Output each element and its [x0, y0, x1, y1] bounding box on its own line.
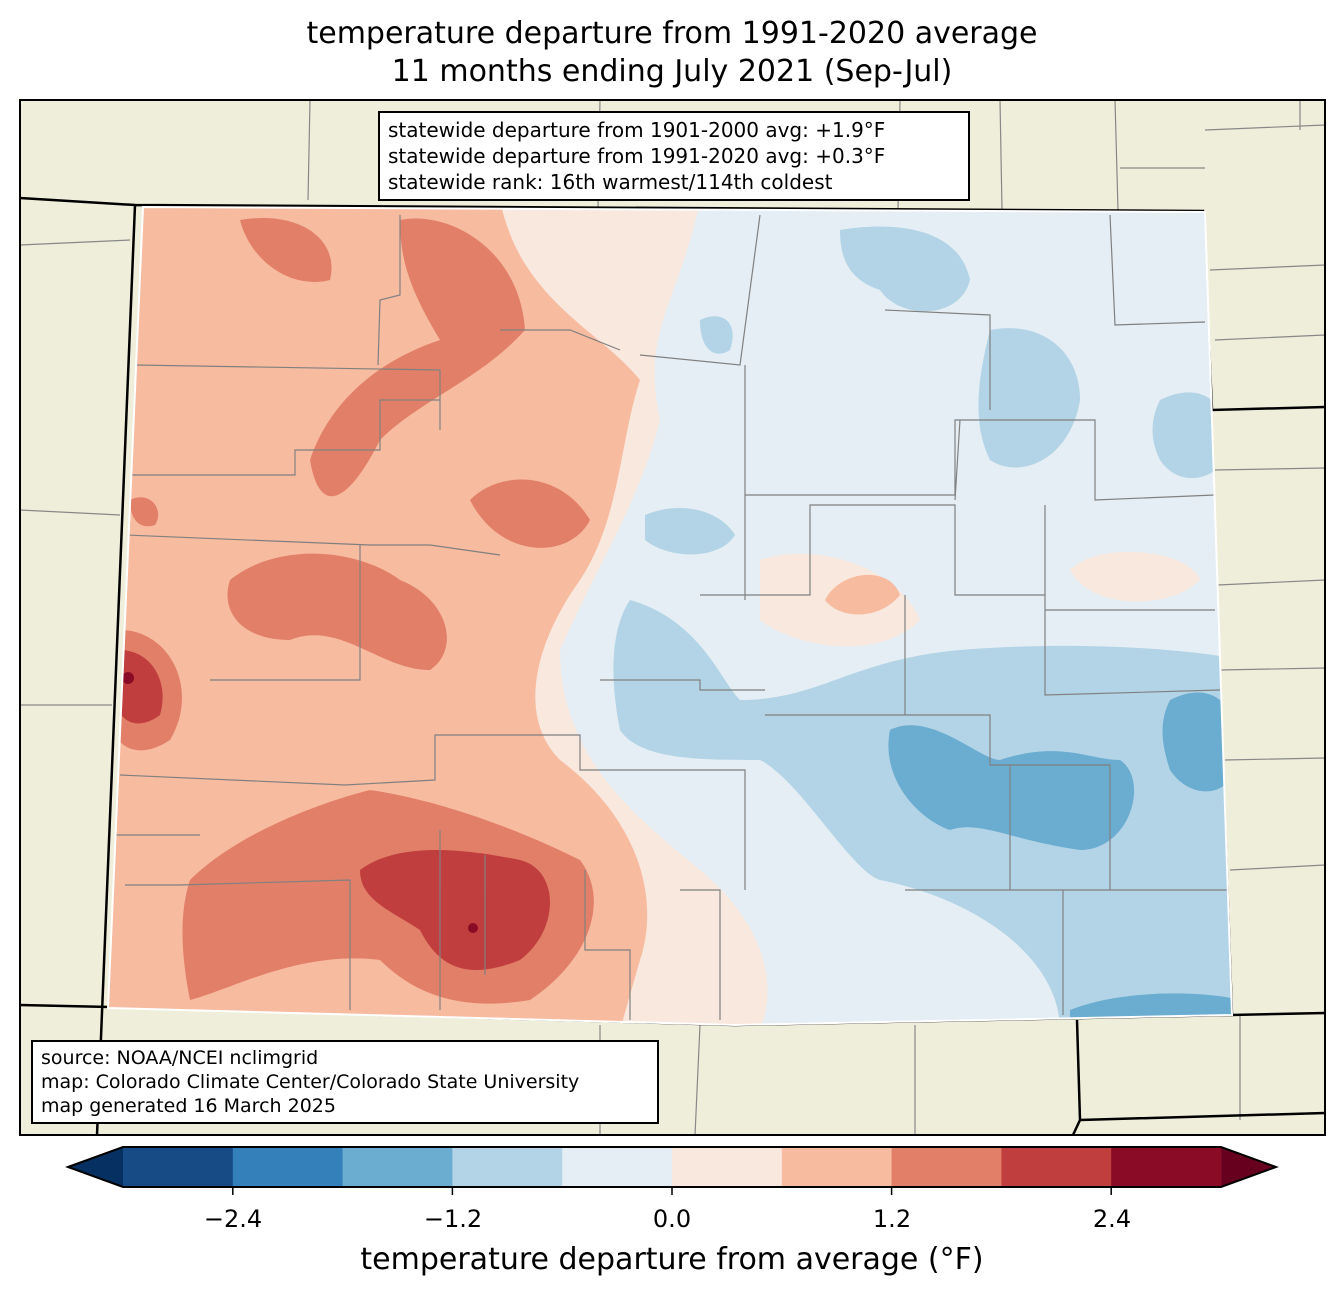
- colorbar-bin: [123, 1147, 234, 1187]
- departure-contours: [108, 207, 1232, 1025]
- colorbar-under-extension: [68, 1147, 123, 1187]
- source-line-1: source: NOAA/NCEI nclimgrid: [41, 1047, 319, 1069]
- colorbar-bin: [891, 1147, 1002, 1187]
- stats-line-3: statewide rank: 16th warmest/114th colde…: [388, 170, 833, 194]
- colorbar-bin: [1001, 1147, 1112, 1187]
- colorbar-tick-label: −2.4: [203, 1205, 263, 1233]
- colorbar-bin: [672, 1147, 783, 1187]
- colorbar-tick-label: −1.2: [423, 1205, 483, 1233]
- stats-line-1: statewide departure from 1901-2000 avg: …: [388, 118, 886, 142]
- colorbar-bin: [232, 1147, 344, 1187]
- stats-line-2: statewide departure from 1991-2020 avg: …: [388, 144, 886, 168]
- colorbar-tick-label: 2.4: [1092, 1205, 1132, 1233]
- colorbar-tick-label: 0.0: [652, 1205, 692, 1233]
- colorbar-bin: [781, 1147, 893, 1187]
- map-frame: [19, 99, 1326, 1136]
- colorado-outline: [106, 205, 1234, 1027]
- county-lines: [115, 214, 1230, 1020]
- colorbar-outline: [65, 1146, 1279, 1188]
- statewide-stats-box: statewide departure from 1901-2000 avg: …: [378, 111, 970, 201]
- source-line-3: map generated 16 March 2025: [41, 1095, 336, 1117]
- source-line-2: map: Colorado Climate Center/Colorado St…: [41, 1071, 580, 1093]
- title-line-1: temperature departure from 1991-2020 ave…: [306, 16, 1038, 51]
- colorbar-bin: [1111, 1147, 1222, 1187]
- colorbar-label: temperature departure from average (°F): [360, 1242, 984, 1277]
- colorbar-bin: [342, 1147, 453, 1187]
- colorbar-over-extension: [1221, 1147, 1276, 1187]
- title-line-2: 11 months ending July 2021 (Sep-Jul): [391, 54, 953, 89]
- colorbar-bin: [452, 1147, 563, 1187]
- colorbar-tick-label: 1.2: [872, 1205, 912, 1233]
- source-box: source: NOAA/NCEI nclimgrid map: Colorad…: [31, 1040, 659, 1124]
- colorbar: [65, 1146, 1279, 1195]
- colorbar-bin: [562, 1147, 673, 1187]
